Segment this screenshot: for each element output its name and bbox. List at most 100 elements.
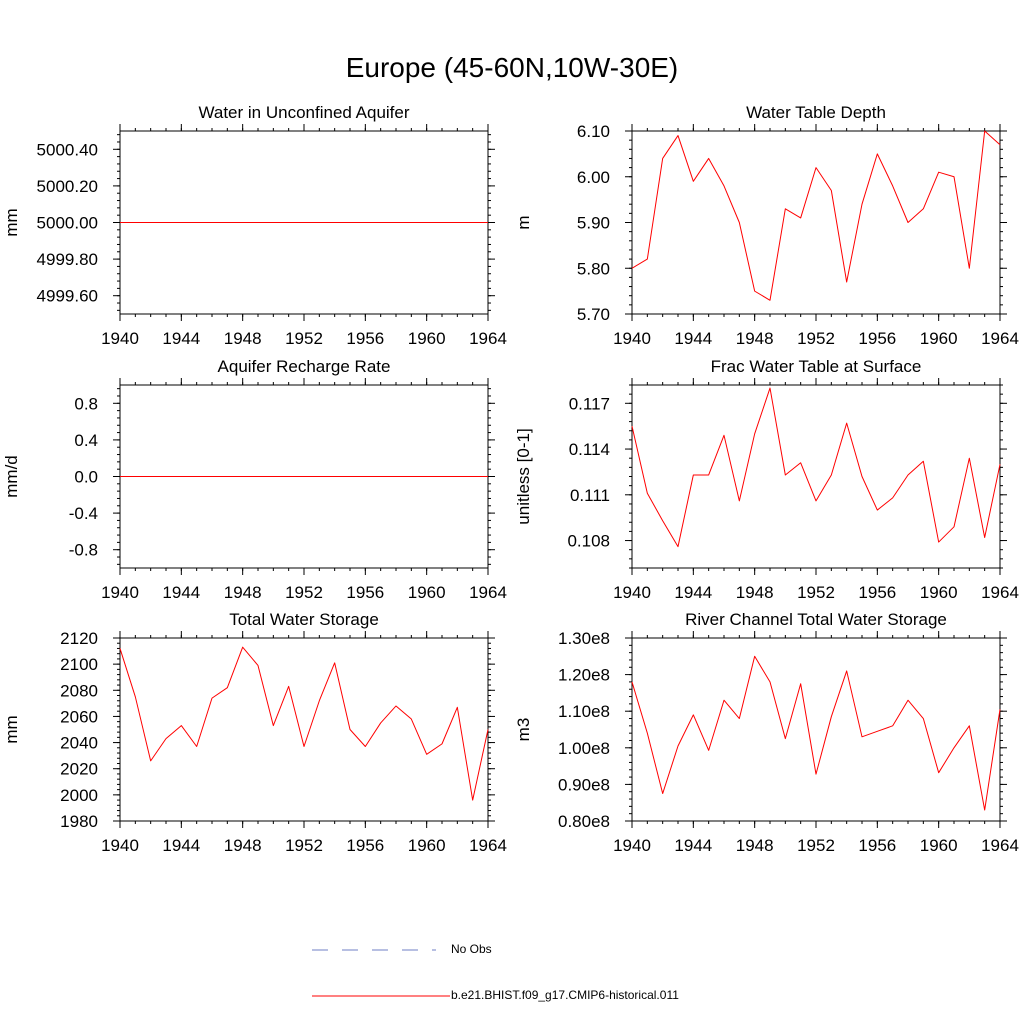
y-tick-label: 0.117 [569, 394, 610, 413]
chart-panel-2: Water Table Depth m 1940 1944 1948 1952 1956 19… [514, 103, 1019, 348]
y-tick-label: 2020 [60, 760, 98, 779]
chart-panel-3: Aquifer Recharge Rate mm/d 1940 1944 1948 195… [2, 357, 507, 602]
x-tick-label: 1944 [162, 836, 200, 855]
x-tick-label: 1960 [920, 836, 958, 855]
x-tick-label: 1952 [285, 583, 323, 602]
x-tick-label: 1964 [469, 836, 507, 855]
x-tick-label: 1956 [858, 583, 896, 602]
y-tick-label: -0.4 [69, 504, 98, 523]
panel-title: River Channel Total Water Storage [685, 610, 947, 629]
x-tick-label: 1964 [981, 329, 1019, 348]
y-tick-label: 1980 [60, 812, 98, 831]
y-tick-label: 4999.80 [37, 250, 98, 269]
plot-frame [631, 130, 1001, 315]
series-line-1 [631, 655, 1001, 811]
x-tick-label: 1940 [613, 329, 651, 348]
y-axis-label: unitless [0-1] [514, 428, 533, 524]
y-tick-label: 0.0 [74, 468, 98, 487]
x-tick-label: 1940 [613, 836, 651, 855]
x-tick-label: 1948 [224, 836, 262, 855]
x-tick-label: 1948 [736, 583, 774, 602]
y-tick-label: 0.108 [567, 532, 610, 551]
x-tick-label: 1940 [101, 836, 139, 855]
x-tick-label: 1948 [224, 583, 262, 602]
y-tick-label: 2060 [60, 707, 98, 726]
x-tick-label: 1952 [285, 836, 323, 855]
y-tick-label: 0.4 [74, 431, 98, 450]
x-tick-label: 1944 [674, 836, 712, 855]
y-tick-label: 1.20e8 [558, 666, 610, 685]
panel-title: Aquifer Recharge Rate [218, 357, 391, 376]
legend-model-label: b.e21.BHIST.f09_g17.CMIP6-historical.011 [451, 988, 679, 1002]
panel-title: Frac Water Table at Surface [711, 357, 922, 376]
x-tick-label: 1964 [469, 583, 507, 602]
y-tick-label: 0.111 [570, 486, 610, 505]
y-tick-label: 0.114 [569, 440, 610, 459]
legend-model-line [312, 995, 450, 997]
page-title: Europe (45-60N,10W-30E) [345, 52, 679, 83]
y-tick-label: 0.90e8 [558, 775, 610, 794]
y-tick-label: 5.90 [577, 214, 610, 233]
x-tick-label: 1960 [408, 836, 446, 855]
x-tick-label: 1948 [736, 836, 774, 855]
series-line-1 [631, 387, 1001, 548]
y-tick-label: 6.00 [577, 168, 610, 187]
chart-panel-6: River Channel Total Water Storage m3 1940 1… [514, 610, 1019, 855]
x-tick-label: 1964 [981, 583, 1019, 602]
plot-frame [119, 637, 489, 822]
y-tick-label: 5000.00 [37, 214, 98, 233]
x-tick-label: 1952 [797, 329, 835, 348]
plot-frame [631, 384, 1001, 569]
series-line-1 [119, 646, 489, 801]
panel-title: Water in Unconfined Aquifer [198, 103, 409, 122]
y-tick-label: 5.70 [577, 305, 610, 324]
y-tick-label: 5000.20 [37, 177, 98, 196]
y-axis-label: m [514, 215, 533, 229]
y-tick-label: 1.10e8 [558, 702, 610, 721]
y-tick-label: 6.10 [577, 122, 610, 141]
x-tick-label: 1944 [674, 583, 712, 602]
y-tick-label: 2080 [60, 681, 98, 700]
y-tick-label: 0.80e8 [558, 812, 610, 831]
y-tick-label: 4999.60 [37, 287, 98, 306]
chart-panel-4: Frac Water Table at Surface unitless [0-1… [514, 357, 1019, 602]
y-tick-label: 2120 [60, 629, 98, 648]
y-axis-label: m3 [514, 718, 533, 742]
x-tick-label: 1952 [797, 583, 835, 602]
y-tick-label: 2100 [60, 655, 98, 674]
x-tick-label: 1956 [858, 836, 896, 855]
x-tick-label: 1960 [408, 583, 446, 602]
y-tick-label: -0.8 [69, 541, 98, 560]
y-tick-label: 5.80 [577, 259, 610, 278]
x-tick-label: 1944 [162, 583, 200, 602]
x-tick-label: 1956 [346, 583, 384, 602]
x-tick-label: 1964 [981, 836, 1019, 855]
x-tick-label: 1956 [858, 329, 896, 348]
x-tick-label: 1948 [736, 329, 774, 348]
y-tick-label: 1.00e8 [558, 739, 610, 758]
x-tick-label: 1944 [674, 329, 712, 348]
x-tick-label: 1952 [285, 329, 323, 348]
x-tick-label: 1956 [346, 329, 384, 348]
panel-title: Water Table Depth [746, 103, 886, 122]
chart-panel-1: Water in Unconfined Aquifer mm 1940 1944 194… [2, 103, 507, 348]
plot-frame [631, 637, 1001, 822]
x-tick-label: 1940 [613, 583, 651, 602]
chart-panel-5: Total Water Storage mm 1940 1944 1948 1952 195… [2, 610, 507, 855]
y-tick-label: 0.8 [74, 394, 98, 413]
x-tick-label: 1952 [797, 836, 835, 855]
x-tick-label: 1964 [469, 329, 507, 348]
legend-obs-line [312, 949, 436, 951]
x-tick-label: 1944 [162, 329, 200, 348]
y-axis-label: mm [2, 715, 21, 743]
legend-obs-label: No Obs [451, 942, 492, 956]
x-tick-label: 1940 [101, 583, 139, 602]
series-line-1 [631, 130, 1001, 301]
x-tick-label: 1956 [346, 836, 384, 855]
x-tick-label: 1960 [920, 329, 958, 348]
y-axis-label: mm/d [2, 455, 21, 498]
x-tick-label: 1940 [101, 329, 139, 348]
y-tick-label: 1.30e8 [558, 629, 610, 648]
y-tick-label: 5000.40 [37, 140, 98, 159]
